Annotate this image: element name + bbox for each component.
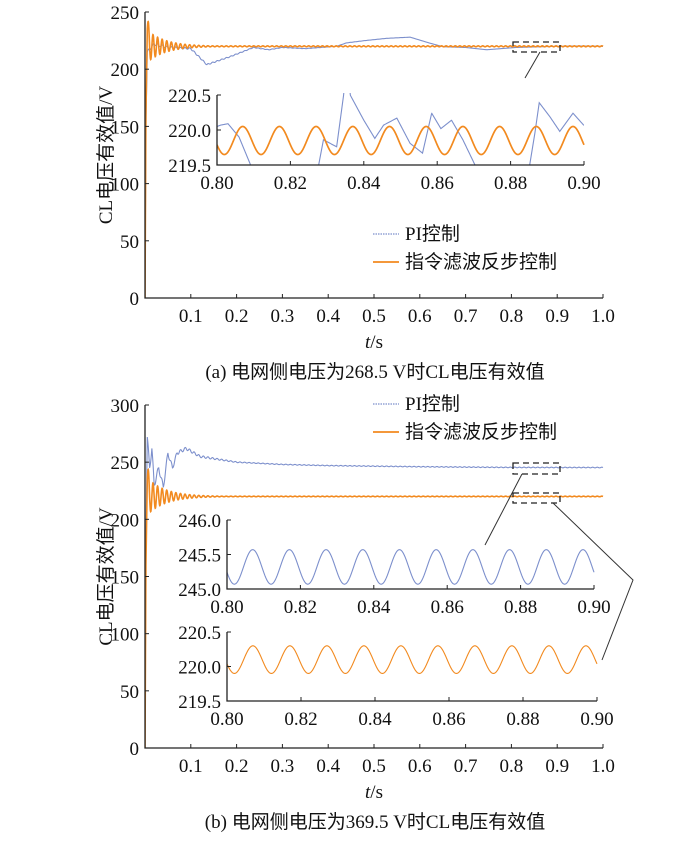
y-tick-label: 245.5 <box>178 546 221 567</box>
series-line-command-filter-backstepping <box>217 125 585 156</box>
x-tick-label: 0.82 <box>284 597 317 618</box>
zoom-region-box <box>512 41 561 53</box>
y-tick-label: 300 <box>111 396 140 417</box>
zoom-connector-line <box>524 51 541 79</box>
series-line-command-filter-backstepping <box>145 20 604 298</box>
figure-caption: (b) 电网侧电压为369.5 V时CL电压有效值 <box>205 811 545 833</box>
legend-label: 指令滤波反步控制 <box>405 251 557 273</box>
y-tick-label: 200 <box>111 510 140 531</box>
y-tick-label: 50 <box>120 682 139 703</box>
series-line-command-filter-backstepping <box>227 645 598 674</box>
y-tick-label: 219.5 <box>178 692 221 713</box>
y-tick-label: 150 <box>111 117 140 138</box>
x-axis-label-var: t <box>365 332 371 353</box>
zoom-region-box <box>512 462 561 475</box>
x-tick-label: 0.80 <box>210 597 243 618</box>
x-tick-label: 0.2 <box>225 756 249 777</box>
x-tick-label: 0.6 <box>408 306 432 327</box>
x-tick-label: 0.90 <box>580 709 613 730</box>
x-axis-label-unit: /s <box>370 782 383 803</box>
x-tick-label: 0.5 <box>362 306 386 327</box>
x-axis-label-var: t <box>365 782 371 803</box>
y-tick-label: 150 <box>111 568 140 589</box>
x-tick-label: 0.82 <box>284 709 317 730</box>
main-plot: 0.1 0.2 0.3 0.4 0.5 0.6 0.7 0.8 0.9 1.0 0 50 100 150 2… <box>111 396 615 777</box>
x-tick-label: 0.3 <box>271 306 295 327</box>
y-tick-label: 250 <box>111 3 140 24</box>
zoom-region-box <box>512 492 561 504</box>
legend-label: PI控制 <box>405 393 460 415</box>
x-tick-label: 0.84 <box>358 709 392 730</box>
x-tick-label: 0.80 <box>200 173 233 194</box>
y-tick-label: 100 <box>111 175 140 196</box>
inset-plot: 0.80 0.82 0.84 0.86 0.88 0.90 245.0 245.5 246.0 <box>178 511 610 618</box>
x-tick-label: 0.88 <box>506 709 539 730</box>
y-tick-label: 50 <box>120 232 139 253</box>
x-tick-label: 0.2 <box>225 306 249 327</box>
x-tick-label: 0.1 <box>179 306 203 327</box>
x-tick-label: 0.86 <box>432 709 465 730</box>
x-axis-label: t/s <box>365 782 383 803</box>
x-tick-label: 0.8 <box>500 756 524 777</box>
inset-plot: 0.80 0.82 0.84 0.86 0.88 0.90 219.5 220.0 220.5 <box>178 623 613 730</box>
x-tick-label: 0.9 <box>545 756 569 777</box>
x-tick-label: 1.0 <box>591 756 615 777</box>
y-tick-label: 220.0 <box>168 121 211 142</box>
zoom-connector-line <box>552 502 634 661</box>
y-tick-label: 246.0 <box>178 511 221 532</box>
figure-caption: (a) 电网侧电压为268.5 V时CL电压有效值 <box>205 361 544 383</box>
x-tick-label: 0.84 <box>347 173 381 194</box>
x-tick-label: 0.7 <box>454 306 478 327</box>
x-tick-label: 0.88 <box>494 173 527 194</box>
series-line-pi-control <box>217 93 585 165</box>
x-tick-label: 0.7 <box>454 756 478 777</box>
x-tick-label: 0.90 <box>567 173 600 194</box>
x-tick-label: 0.82 <box>274 173 307 194</box>
zoom-connector-line <box>484 473 523 546</box>
x-tick-label: 0.80 <box>210 709 243 730</box>
x-tick-label: 0.88 <box>504 597 537 618</box>
x-tick-label: 0.86 <box>431 597 464 618</box>
y-tick-label: 250 <box>111 453 140 474</box>
y-axis-label: CL电压有效值/V <box>95 86 117 225</box>
y-tick-label: 200 <box>111 60 140 81</box>
main-plot: 0.1 0.2 0.3 0.4 0.5 0.6 0.7 0.8 0.9 1.0 0 50 100 150 2… <box>111 3 615 327</box>
legend-label: 指令滤波反步控制 <box>405 421 557 443</box>
x-axis-label: t/s <box>365 332 383 353</box>
axis-lines <box>226 632 597 702</box>
axis-lines <box>216 95 584 166</box>
inset-plot: 0.80 0.82 0.84 0.86 0.88 0.90 219.5 220.0 220.5 <box>168 86 600 194</box>
x-tick-label: 0.3 <box>271 756 295 777</box>
series-line-command-filter-backstepping <box>145 467 604 748</box>
axis-lines <box>226 520 594 590</box>
x-tick-label: 1.0 <box>591 306 615 327</box>
x-tick-label: 0.84 <box>357 597 391 618</box>
x-tick-label: 0.8 <box>500 306 524 327</box>
y-tick-label: 220.5 <box>168 86 211 107</box>
x-tick-label: 0.90 <box>577 597 610 618</box>
series-line-pi-control <box>227 549 595 585</box>
x-tick-label: 0.6 <box>408 756 432 777</box>
x-tick-label: 0.4 <box>316 756 340 777</box>
series-line-pi-control <box>145 436 604 748</box>
y-tick-label: 220.0 <box>178 658 221 679</box>
x-axis-label-unit: /s <box>370 332 383 353</box>
x-tick-label: 0.1 <box>179 756 203 777</box>
y-axis-label: CL电压有效值/V <box>95 507 117 646</box>
y-tick-label: 220.5 <box>178 623 221 644</box>
legend-label: PI控制 <box>405 223 460 245</box>
x-tick-label: 0.9 <box>545 306 569 327</box>
y-tick-label: 100 <box>111 625 140 646</box>
y-tick-label: 245.0 <box>178 580 221 601</box>
y-tick-label: 0 <box>130 289 140 310</box>
y-tick-label: 0 <box>130 739 140 760</box>
x-tick-label: 0.86 <box>421 173 454 194</box>
y-tick-label: 219.5 <box>168 156 211 177</box>
x-tick-label: 0.4 <box>316 306 340 327</box>
x-tick-label: 0.5 <box>362 756 386 777</box>
